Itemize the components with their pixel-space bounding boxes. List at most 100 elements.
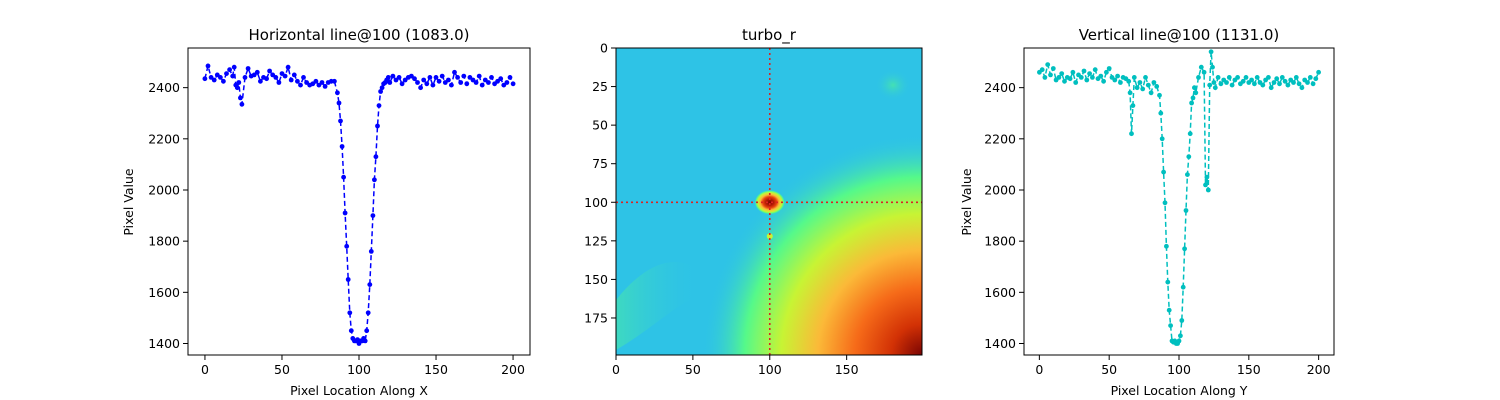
data-point [1229,82,1235,88]
data-point [376,103,382,108]
data-point [313,78,319,84]
heatmap-y-tick-label: 75 [592,156,608,171]
y-tick-label: 2000 [148,182,180,197]
data-point [449,82,454,88]
heatmap-hot-spot [754,189,786,215]
data-point [1226,75,1232,80]
data-point [242,75,248,80]
y-tick-label: 2200 [148,131,180,146]
heatmap-ticks: 0 50 100 150 0 25 50 75 100 125 150 175 [584,41,858,378]
data-point [344,243,350,249]
data-point [1151,80,1157,85]
left-plot-area [202,63,516,346]
data-point [387,80,393,85]
data-point [378,89,383,94]
data-point [1078,75,1084,80]
data-point [1106,66,1112,71]
left-axes-frame [187,47,531,356]
data-point [1062,78,1067,84]
data-point [1045,62,1051,67]
data-point [1048,72,1053,78]
data-point [1291,80,1296,85]
data-point [379,85,385,91]
data-point [1207,82,1213,88]
data-point [510,81,516,87]
data-point [507,75,513,80]
data-point [1210,64,1215,70]
data-point [372,177,377,183]
data-point [1187,131,1193,137]
y-tick-label: 1600 [984,285,1016,300]
data-point [1084,77,1090,83]
data-point [1296,81,1302,87]
data-point [464,81,470,87]
data-point [446,77,451,83]
data-point [1186,154,1192,160]
data-point [1224,80,1229,85]
y-tick-label: 2200 [984,131,1016,146]
data-point [1268,85,1274,91]
data-point [390,73,396,79]
data-point [231,64,237,70]
data-point [322,84,328,89]
data-point [1211,80,1217,85]
data-point [1042,75,1048,80]
data-point [1260,82,1266,88]
data-point [1059,71,1065,76]
data-point [1310,81,1316,87]
data-point [415,80,420,85]
x-tick-label: 200 [501,362,525,377]
data-point [427,75,433,80]
data-point [205,63,211,69]
data-point [1252,81,1257,87]
data-point [1183,208,1189,213]
data-point [1313,76,1319,82]
data-point [335,90,340,96]
y-tick-label: 1600 [148,285,180,300]
data-point [1316,69,1321,75]
data-point [1126,78,1132,84]
panel-horizontal-profile: Horizontal line@100 (1083.0) 0 50 100 150 20… [121,26,531,398]
y-tick-label: 2400 [984,80,1016,95]
data-point [458,80,464,85]
data-point [1282,78,1288,84]
data-point [238,95,243,101]
y-tick-label: 2400 [148,80,180,95]
data-point [1204,174,1210,180]
heatmap-y-tick-label: 125 [584,233,608,248]
data-point [1203,182,1208,188]
y-tick-label: 1400 [148,336,180,351]
right-ticks: 0 50 100 150 200 1400 1600 1800 2000 2200 2400 [984,80,1330,377]
data-point [1190,95,1196,101]
heatmap-y-tick-label: 100 [584,195,608,210]
data-point [1168,323,1173,328]
data-point [1161,169,1166,175]
data-point [1189,100,1194,106]
right-axes-frame [1023,47,1335,356]
data-point [221,78,226,84]
data-point [230,73,236,79]
data-point [285,64,291,70]
data-point [348,328,354,334]
data-point [1130,103,1136,108]
data-point [1215,75,1221,80]
data-point [1162,200,1168,206]
data-point [473,80,479,85]
data-point [1178,333,1183,339]
data-point [218,75,223,80]
data-point [1050,66,1056,71]
data-point [436,78,442,84]
data-point [1218,81,1224,87]
heatmap-y-tick-label: 25 [592,79,608,94]
data-point [1098,73,1104,79]
data-point [1305,80,1310,85]
heatmap-image [616,48,922,355]
x-tick-label: 100 [347,362,371,377]
x-tick-label: 150 [1237,362,1261,377]
data-point [1159,136,1165,142]
data-point [254,69,260,75]
data-point [486,80,491,85]
data-point [373,154,379,160]
data-point [433,75,439,80]
data-point [319,80,325,85]
